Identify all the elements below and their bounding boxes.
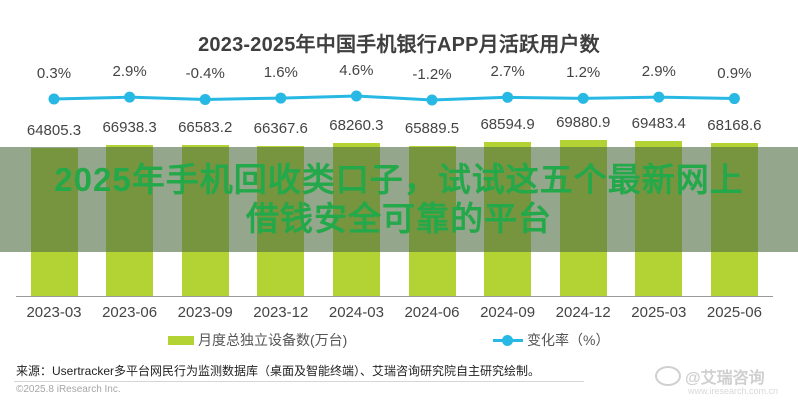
- legend-bar-series: 月度总独立设备数(万台): [168, 330, 347, 350]
- bar-value-label: 65889.5: [404, 120, 460, 138]
- rate-value-label: -1.2%: [412, 66, 452, 83]
- rate-value-label: 0.3%: [36, 64, 72, 82]
- legend-bar-swatch-icon: [168, 335, 194, 345]
- x-axis-line: [16, 296, 773, 297]
- x-tick-label: 2023-06: [102, 304, 158, 321]
- x-tick-label: 2024-06: [404, 304, 460, 321]
- rate-point-marker-icon: [48, 93, 60, 105]
- rate-point-marker-icon: [502, 91, 514, 103]
- legend-line-label: 变化率（%）: [527, 332, 610, 348]
- bar-value-label: 64805.3: [26, 122, 82, 139]
- rate-value-label: -0.4%: [185, 65, 225, 83]
- legend-bar-label: 月度总独立设备数(万台): [198, 332, 348, 348]
- rate-point-marker-icon: [124, 91, 136, 103]
- overlay-headline-line2: 借钱安全可靠的平台: [246, 200, 552, 237]
- x-tick-label: 2024-03: [328, 304, 384, 321]
- copyright: ©2025.8 iResearch Inc.: [16, 384, 121, 395]
- rate-value-label: 2.9%: [641, 63, 676, 81]
- overlay-headline-line1: 2025年手机回收类口子，试试这五个最新网上: [54, 161, 744, 198]
- chart-title: 2023-2025年中国手机银行APP月活跃用户数: [198, 34, 600, 56]
- source-note: 来源：Usertracker多平台网民行为监测数据库（桌面及智能终端）、艾瑞咨询…: [16, 364, 541, 378]
- legend-line-series: 变化率（%）: [493, 330, 609, 350]
- bar-value-label: 66583.2: [178, 119, 233, 137]
- x-tick-label: 2024-12: [555, 304, 611, 321]
- bar-value-label: 66367.6: [253, 119, 308, 137]
- rate-value-label: 2.9%: [112, 63, 147, 81]
- legend-line-marker-icon: [493, 333, 523, 347]
- footer-divider: [14, 381, 584, 382]
- rate-value-label: 1.6%: [263, 64, 298, 82]
- rate-value-label: 1.2%: [566, 64, 601, 82]
- bar-value-label: 68594.9: [480, 116, 535, 134]
- bar-value-label: 69483.4: [631, 114, 686, 132]
- watermark-url: www.iresearch.com.cn: [688, 386, 779, 396]
- x-tick-label: 2023-12: [253, 304, 309, 321]
- bar-value-label: 69880.9: [556, 114, 611, 131]
- rate-value-label: 4.6%: [339, 62, 374, 79]
- x-tick-label: 2025-03: [631, 304, 687, 321]
- rate-value-label: 2.7%: [490, 63, 525, 81]
- overlay-banner: [0, 147, 798, 252]
- rate-point-marker-icon: [199, 93, 211, 105]
- x-tick-label: 2024-09: [480, 304, 536, 321]
- x-tick-label: 2023-03: [26, 304, 82, 321]
- bar-value-label: 68168.6: [707, 116, 762, 134]
- weibo-icon: [655, 366, 681, 386]
- bar-value-label: 66938.3: [102, 118, 157, 136]
- bar-value-label: 68260.3: [329, 116, 384, 134]
- rate-value-label: 0.9%: [717, 64, 752, 82]
- rate-point-marker-icon: [350, 90, 362, 102]
- rate-point-marker-icon: [275, 92, 287, 104]
- rate-point-marker-icon: [653, 91, 665, 103]
- x-tick-label: 2025-06: [706, 304, 762, 321]
- watermark: @艾瑞咨询: [655, 364, 765, 388]
- rate-point-marker-icon: [426, 94, 438, 106]
- x-tick-label: 2023-09: [177, 304, 233, 321]
- watermark-text: @艾瑞咨询: [685, 370, 765, 387]
- rate-point-marker-icon: [577, 92, 589, 104]
- rate-point-marker-icon: [728, 93, 740, 105]
